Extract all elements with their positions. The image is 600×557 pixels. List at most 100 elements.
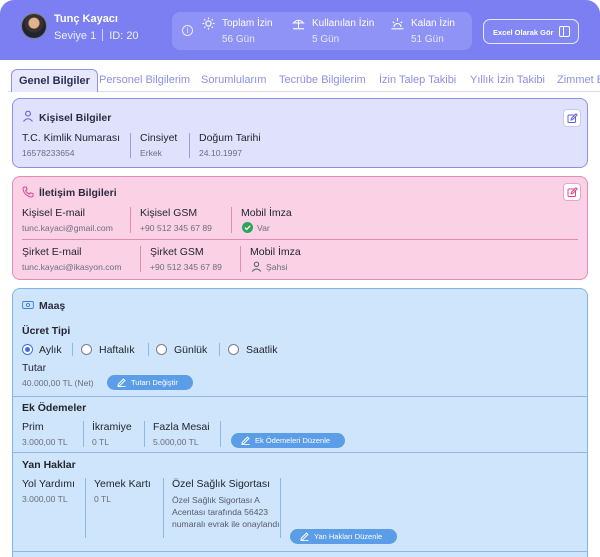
button-label: Tutarı Değiştir: [131, 378, 178, 387]
spreadsheet-icon: [559, 26, 570, 37]
field-value: 3.000,00 TL: [22, 437, 68, 447]
field-label: Doğum Tarihi: [199, 132, 261, 144]
edit-icon: [567, 187, 578, 197]
info-icon[interactable]: i: [182, 25, 193, 36]
benefits-title: Yan Haklar: [22, 459, 76, 471]
field-value: +90 512 345 67 89: [150, 262, 222, 272]
field-label: Yol Yardımı: [22, 478, 75, 490]
radio-weekly[interactable]: [81, 344, 92, 355]
radio-label: Aylık: [39, 344, 62, 356]
field-label: Cinsiyet: [140, 132, 178, 144]
excel-view-button[interactable]: Excel Olarak Gör: [483, 19, 579, 44]
field-divider: [85, 478, 86, 538]
card-title: Kişisel Bilgiler: [39, 112, 112, 124]
section-divider: [13, 452, 587, 453]
field-value: Özel Sağlık Sigortası A Acentası tarafın…: [172, 495, 282, 529]
field-label: Mobil İmza: [250, 246, 301, 258]
field-label: Prim: [22, 421, 44, 433]
tab-leave-requests[interactable]: İzin Talep Takibi: [379, 74, 457, 86]
radio-label: Saatlik: [246, 344, 278, 356]
contact-info-card: İletişim Bilgileri Kişisel E-mail tunc.k…: [12, 176, 588, 280]
user-icon: [23, 110, 33, 122]
extra-payments-title: Ek Ödemeler: [22, 402, 87, 414]
section-divider: [13, 551, 587, 552]
field-label: Şirket GSM: [150, 246, 204, 258]
field-value: 5.000,00 TL: [153, 437, 199, 447]
field-divider: [163, 478, 164, 538]
card-title: Maaş: [39, 300, 66, 312]
field-label: Mobil İmza: [241, 207, 292, 219]
radio-label: Haftalık: [99, 344, 135, 356]
tab-general-info[interactable]: Genel Bilgiler: [11, 69, 98, 92]
user-name: Tunç Kayacı: [54, 13, 118, 25]
excel-view-label: Excel Olarak Gör: [493, 28, 554, 37]
tab-experience[interactable]: Tecrübe Bilgilerim: [279, 74, 366, 86]
stat-value: 56 Gün: [222, 34, 255, 45]
tab-divider: [8, 91, 600, 92]
tab-annual-leave[interactable]: Yıllık İzin Takibi: [470, 74, 545, 86]
pencil-icon: [300, 532, 309, 541]
check-circle-icon: [242, 222, 253, 233]
user-meta: Seviye 1 ID: 20: [54, 29, 139, 42]
field-divider: [140, 246, 141, 272]
edit-personal-button[interactable]: [563, 109, 581, 127]
stat-label: Toplam İzin: [222, 18, 273, 29]
tab-personnel-info[interactable]: Personel Bilgilerim: [99, 74, 191, 86]
field-divider: [144, 421, 145, 447]
field-value: 0 TL: [94, 494, 112, 504]
radio-daily[interactable]: [156, 344, 167, 355]
money-icon: [22, 301, 34, 309]
tab-bar: Genel Bilgiler Personel Bilgilerim Sorum…: [0, 60, 600, 94]
sun-icon: [202, 17, 215, 30]
field-label: T.C. Kimlik Numarası: [22, 132, 121, 144]
change-amount-button[interactable]: Tutarı Değiştir: [107, 375, 193, 390]
field-label: İkramiye: [92, 421, 132, 433]
sunrise-icon: [391, 18, 404, 30]
edit-benefits-button[interactable]: Yan Hakları Düzenle: [290, 529, 397, 544]
field-label: Fazla Mesai: [153, 421, 210, 433]
option-divider: [72, 343, 73, 356]
field-divider: [240, 246, 241, 272]
profile-header: Tunç Kayacı Seviye 1 ID: 20 i Toplam İzin…: [0, 0, 600, 60]
card-title: İletişim Bilgileri: [39, 187, 117, 199]
field-value: Erkek: [140, 148, 162, 158]
field-value: tunc.kayaci@ikasyon.com: [22, 262, 122, 272]
meta-divider: [102, 29, 104, 41]
beach-umbrella-icon: [292, 19, 305, 30]
stat-value: 51 Gün: [411, 34, 444, 45]
amount-value: 40.000,00 TL (Net): [22, 378, 94, 388]
field-label: Yemek Kartı: [94, 478, 151, 490]
stat-label: Kullanılan İzin: [312, 18, 375, 29]
person-icon: [251, 261, 262, 272]
pencil-icon: [241, 436, 250, 445]
button-label: Ek Ödemeleri Düzenle: [255, 436, 331, 445]
avatar[interactable]: [21, 13, 47, 39]
button-label: Yan Hakları Düzenle: [314, 532, 383, 541]
edit-contact-button[interactable]: [563, 183, 581, 201]
field-divider: [220, 421, 221, 447]
field-label: Kişisel E-mail: [22, 207, 86, 219]
radio-hourly[interactable]: [228, 344, 239, 355]
field-divider: [83, 421, 84, 447]
field-label: Özel Sağlık Sigortası: [172, 478, 271, 490]
field-divider: [130, 207, 131, 233]
field-value: 24.10.1997: [199, 148, 243, 158]
phone-icon: [22, 186, 34, 198]
field-value: 0 TL: [92, 437, 110, 447]
field-divider: [280, 478, 281, 538]
salary-card: Maaş Ücret Tipi Aylık Haftalık Günlük Sa…: [12, 288, 588, 557]
pencil-icon: [117, 378, 126, 387]
edit-icon: [567, 113, 578, 123]
field-value: Var: [257, 223, 270, 233]
radio-monthly[interactable]: [22, 344, 33, 355]
tab-responsibles[interactable]: Sorumlularım: [201, 74, 267, 86]
field-divider: [189, 133, 190, 158]
field-divider: [231, 207, 232, 233]
wage-type-title: Ücret Tipi: [22, 325, 71, 337]
option-divider: [148, 343, 149, 356]
user-id: ID: 20: [109, 30, 139, 42]
field-value: 16578233654: [22, 148, 75, 158]
edit-extra-payments-button[interactable]: Ek Ödemeleri Düzenle: [231, 433, 345, 448]
tab-assets[interactable]: Zimmet B: [557, 74, 600, 86]
radio-label: Günlük: [174, 344, 208, 356]
